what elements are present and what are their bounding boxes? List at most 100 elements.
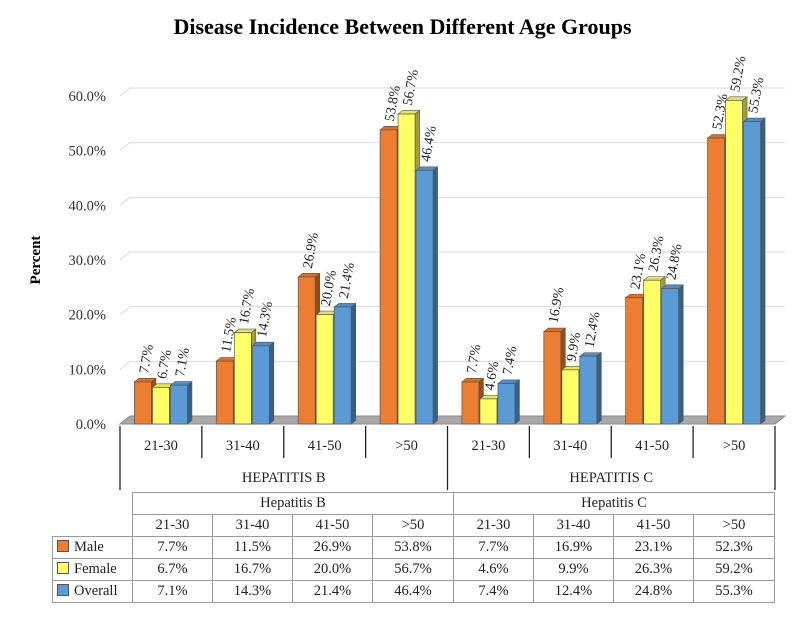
data-label: 7.7% [465,343,485,375]
chart-title: Disease Incidence Between Different Age … [173,14,632,39]
x-tick-label: 21-30 [144,438,178,454]
table-cell: 7.4% [453,580,534,603]
bar [379,129,398,425]
x-tick-label: 41-50 [308,438,342,454]
bar [315,314,334,425]
data-label: 24.8% [664,243,685,282]
legend-key-overall [57,584,69,596]
bar [725,100,743,425]
data-label: 59.2% [728,55,749,94]
table-cell: 23.1% [613,536,694,559]
x-tick-label: >50 [395,438,418,454]
table-cell: 9.9% [533,558,614,581]
bar-side [514,379,520,425]
table-category-header: 31-40 [533,514,614,537]
table-cell: 56.7% [372,558,454,581]
x-tick-label: 31-40 [553,438,587,454]
gridline [119,306,131,316]
data-label: 9.9% [564,331,584,363]
bar-side [187,380,193,425]
bar-side [596,351,602,425]
table-row-male: Male 7.7% 11.5% 26.9% 53.8% 7.7% 16.9% 2… [52,536,775,559]
table-category-row: 21-30 31-40 41-50 >50 21-30 31-40 41-50 … [53,514,775,537]
table-cell: 7.7% [132,536,213,559]
y-tick-label: 30.0% [69,253,106,269]
y-tick-label: 40.0% [69,198,106,214]
table-group-row: Hepatitis B Hepatitis C [53,492,775,515]
series-name: Female [74,561,117,577]
table-cell: 55.3% [693,580,775,603]
x-tick-label: 21-30 [472,438,506,454]
series-name: Overall [74,583,118,599]
bar [643,279,662,425]
bar [625,297,644,425]
data-label: 16.9% [546,286,567,325]
y-tick-label: 10.0% [69,362,106,378]
bar [543,331,562,425]
data-label: 7.1% [173,346,193,378]
table-row-overall: Overall 7.1% 14.3% 21.4% 46.4% 7.4% 12.4… [52,580,775,603]
data-label: 7.4% [501,345,521,377]
bar-side [432,166,438,425]
x-group-label: HEPATITIS C [569,470,653,486]
table-cell: 6.7% [132,558,213,581]
table-row-header: Overall [52,580,133,603]
table-cell: 46.4% [372,580,454,603]
table-category-header: 41-50 [292,514,373,537]
bar [579,355,598,425]
data-label: 7.7% [137,343,157,375]
table-cell: 11.5% [212,536,293,559]
table-category-header: 31-40 [212,514,293,537]
table-cell: 53.8% [372,536,454,559]
bar [134,381,152,425]
bar [661,288,680,425]
bar [397,113,416,425]
bar [333,306,352,425]
table-row-header: Female [52,558,133,581]
data-label: 16.7% [237,287,258,326]
table-cell: 52.3% [693,536,775,559]
bar [233,332,252,425]
bar [170,384,188,425]
table-cell: 4.6% [453,558,534,581]
data-label: 21.4% [337,261,358,300]
y-tick-label: 0.0% [76,417,106,433]
table-row-female: Female 6.7% 16.7% 20.0% 56.7% 4.6% 9.9% … [52,558,775,581]
y-tick-label: 50.0% [69,144,106,160]
data-label: 53.8% [383,84,404,123]
bar [251,345,270,425]
data-label: 56.7% [401,68,422,107]
gridline [119,251,131,261]
table-cell: 7.1% [132,580,213,603]
table-cell: 26.9% [292,536,373,559]
data-label: 46.4% [419,124,440,163]
table-cell: 20.0% [292,558,373,581]
bar-side [678,284,684,425]
data-label: 6.7% [155,348,175,380]
x-tick-label: 41-50 [635,438,669,454]
table-cell: 14.3% [212,580,293,603]
x-group-label: HEPATITIS B [242,470,326,486]
table-category-header: 21-30 [132,514,213,537]
table-category-header: 41-50 [613,514,694,537]
data-label: 26.9% [301,231,322,270]
table-cell: 7.7% [453,536,534,559]
data-label: 55.3% [746,76,767,115]
gridline [119,142,131,152]
bar-side [760,117,766,425]
gridline [119,196,131,206]
data-label: 14.3% [255,300,276,339]
table-category-header: >50 [372,514,454,537]
table-group-header: Hepatitis C [453,492,775,515]
bar-side [269,341,275,425]
bar [707,137,725,425]
legend-key-female [57,562,69,574]
table-category-header: 21-30 [453,514,534,537]
table-group-header: Hepatitis B [132,492,454,515]
y-axis-label: Percent [28,236,44,285]
bar [743,121,761,425]
table-cell: 26.3% [613,558,694,581]
data-label: 26.3% [646,234,667,273]
bar [497,383,516,425]
